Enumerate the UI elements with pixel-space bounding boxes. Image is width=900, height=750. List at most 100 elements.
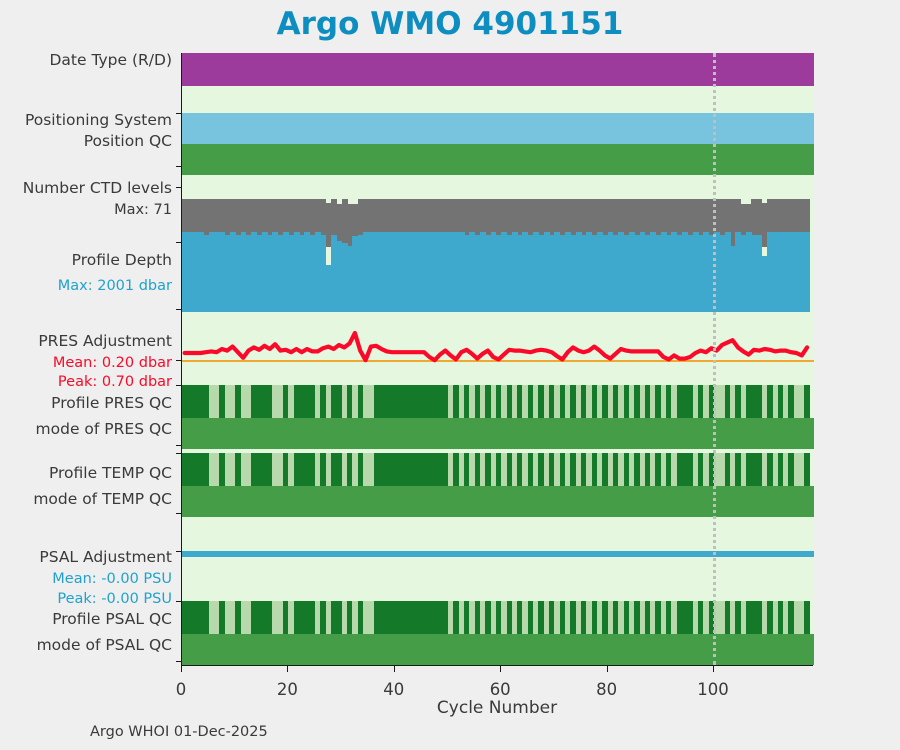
qc-stripe [325, 601, 332, 634]
qc-stripe [612, 453, 619, 486]
qc-stripe [490, 453, 497, 486]
qc-stripe [442, 385, 449, 418]
x-axis-tick-label: 20 [276, 680, 298, 699]
qc-stripe [240, 385, 247, 418]
qc-stripe [692, 453, 699, 486]
qc-stripe [639, 453, 646, 486]
y-axis-tick [176, 445, 182, 446]
qc-stripe [283, 601, 289, 634]
qc-stripe [432, 601, 438, 634]
track-mode-temp-qc [182, 486, 814, 517]
qc-stripe [373, 601, 380, 634]
qc-stripe [479, 385, 486, 418]
qc-stripe [501, 453, 508, 486]
qc-stripe [772, 453, 779, 486]
qc-stripe [549, 601, 555, 634]
qc-stripe [533, 453, 540, 486]
qc-stripe [623, 385, 630, 418]
label-pres-peak: Peak: 0.70 dbar [57, 374, 172, 390]
qc-stripe [554, 601, 561, 634]
data-bar [261, 199, 268, 247]
qc-stripe [357, 601, 364, 634]
data-bar [325, 203, 332, 247]
data-bar [373, 199, 380, 247]
data-bar [549, 199, 555, 247]
qc-stripe [261, 601, 268, 634]
x-axis-tick [181, 666, 182, 672]
qc-stripe [655, 601, 662, 634]
qc-stripe [309, 453, 316, 486]
qc-stripe [713, 453, 720, 486]
qc-stripe [458, 601, 465, 634]
data-bar [495, 234, 502, 312]
qc-stripe [580, 453, 587, 486]
qc-stripe [267, 453, 274, 486]
qc-stripe [591, 385, 598, 418]
data-bar [304, 199, 311, 247]
qc-stripe [634, 453, 641, 486]
plot-area [176, 53, 814, 665]
qc-stripe [336, 453, 343, 486]
qc-stripe [330, 385, 337, 418]
qc-stripe [554, 385, 561, 418]
qc-stripe [761, 453, 768, 486]
qc-stripe [426, 601, 433, 634]
data-bar [320, 234, 327, 312]
qc-stripe [304, 601, 311, 634]
qc-stripe [469, 453, 476, 486]
data-bar [559, 199, 566, 247]
qc-stripe [543, 385, 550, 418]
qc-stripe [612, 385, 619, 418]
data-bar [655, 199, 662, 247]
qc-stripe [373, 453, 380, 486]
qc-stripe [570, 601, 577, 634]
qc-stripe [368, 453, 375, 486]
qc-stripe [793, 385, 800, 418]
data-bar [511, 199, 518, 247]
data-bar [389, 199, 396, 247]
qc-stripe [634, 601, 641, 634]
qc-stripe [479, 601, 486, 634]
qc-stripe [336, 385, 343, 418]
qc-stripe [410, 385, 417, 418]
qc-stripe [650, 385, 657, 418]
qc-stripe [240, 601, 247, 634]
qc-stripe [474, 453, 481, 486]
qc-stripe [283, 453, 289, 486]
qc-stripe [458, 453, 465, 486]
qc-stripe [224, 385, 231, 418]
data-bar [469, 232, 476, 312]
qc-stripe [666, 385, 673, 418]
data-bar [517, 199, 524, 247]
qc-stripe [453, 385, 460, 418]
label-psal-adjustment: PSAL Adjustment [39, 548, 172, 566]
data-bar [272, 199, 279, 247]
label-profile-psal-qc: Profile PSAL QC [52, 610, 172, 628]
qc-stripe [756, 385, 763, 418]
data-bar [506, 234, 513, 312]
track-ctd-levels [182, 199, 814, 247]
qc-stripe [729, 385, 736, 418]
qc-stripe [724, 453, 731, 486]
data-bar [368, 199, 375, 247]
qc-stripe [394, 385, 401, 418]
profile-pres-qc-stripes [182, 385, 814, 418]
x-axis [181, 665, 813, 672]
data-bar [187, 199, 194, 247]
qc-stripe [447, 601, 454, 634]
data-bar [341, 243, 348, 312]
qc-stripe [602, 601, 609, 634]
track-mode-pres-qc [182, 418, 814, 449]
data-bar [751, 234, 758, 312]
data-bar [660, 232, 667, 312]
qc-stripe [767, 453, 774, 486]
data-bar [501, 232, 508, 312]
qc-stripe [692, 385, 699, 418]
qc-stripe [277, 385, 284, 418]
qc-stripe [304, 453, 311, 486]
qc-stripe [203, 601, 210, 634]
qc-stripe [804, 453, 811, 486]
data-bar [463, 234, 470, 312]
data-bar [463, 199, 470, 247]
